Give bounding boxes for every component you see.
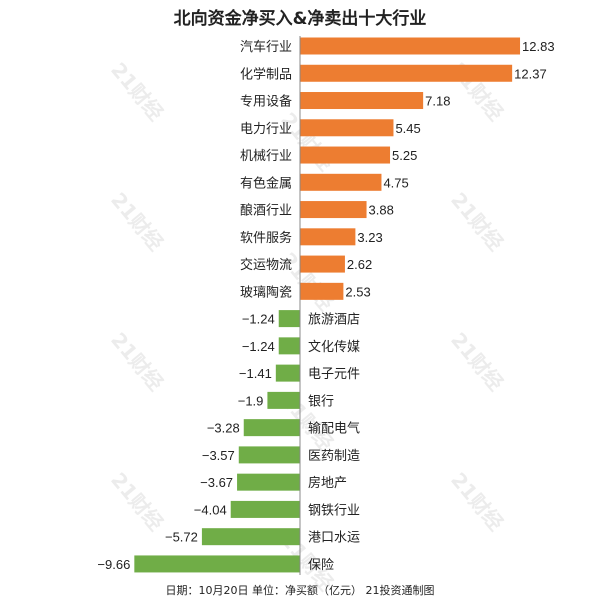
value-label: −1.9 bbox=[238, 393, 264, 408]
bar bbox=[300, 282, 344, 300]
value-label: 12.37 bbox=[514, 66, 547, 81]
category-label: 交运物流 bbox=[240, 257, 292, 273]
category-label: 港口水运 bbox=[308, 531, 360, 546]
value-label: −3.28 bbox=[207, 421, 240, 436]
category-label: 玻璃陶瓷 bbox=[240, 284, 292, 300]
bar bbox=[300, 37, 521, 55]
bar bbox=[278, 337, 300, 355]
value-label: −1.24 bbox=[242, 312, 275, 327]
value-label: −9.66 bbox=[97, 557, 130, 572]
category-label: 输配电气 bbox=[308, 421, 360, 437]
chart-footer: 日期：10月20日 单位：净买额（亿元） 21投资通制图 bbox=[165, 584, 435, 597]
value-label: 5.45 bbox=[395, 121, 420, 136]
value-label: 3.23 bbox=[357, 230, 382, 245]
category-label: 专用设备 bbox=[240, 94, 292, 110]
watermark: 21财经 bbox=[446, 468, 508, 535]
category-label: 有色金属 bbox=[240, 175, 292, 191]
bar bbox=[278, 310, 300, 328]
category-label: 银行 bbox=[308, 394, 334, 409]
bar bbox=[300, 255, 345, 273]
watermark: 21财经 bbox=[446, 188, 508, 255]
bar bbox=[300, 201, 367, 219]
bar bbox=[201, 528, 300, 546]
value-label: 12.83 bbox=[522, 39, 555, 54]
category-label: 化学制品 bbox=[240, 66, 292, 82]
chart-title: 北向资金净买入&净卖出十大行业 bbox=[173, 9, 427, 29]
value-label: −1.24 bbox=[242, 339, 275, 354]
value-label: −4.04 bbox=[194, 502, 227, 517]
category-label: 房地产 bbox=[308, 475, 347, 491]
category-label: 旅游酒店 bbox=[308, 313, 360, 328]
bar bbox=[267, 391, 300, 409]
value-label: 4.75 bbox=[383, 175, 408, 190]
value-label: −3.67 bbox=[200, 475, 233, 490]
category-label: 电子元件 bbox=[308, 367, 360, 382]
bar bbox=[275, 364, 300, 382]
value-label: −3.57 bbox=[202, 448, 235, 463]
bar bbox=[237, 473, 300, 491]
value-label: 2.53 bbox=[345, 284, 370, 299]
category-label: 医药制造 bbox=[308, 449, 360, 464]
category-label: 软件服务 bbox=[240, 230, 292, 246]
value-label: −5.72 bbox=[165, 530, 198, 545]
watermark: 21财经 bbox=[446, 328, 508, 395]
bar bbox=[300, 64, 513, 82]
bar bbox=[300, 173, 382, 191]
bar bbox=[238, 446, 300, 464]
value-label: 3.88 bbox=[369, 203, 394, 218]
category-label: 汽车行业 bbox=[240, 39, 292, 55]
watermark: 21财经 bbox=[106, 188, 168, 255]
value-label: 5.25 bbox=[392, 148, 417, 163]
category-label: 文化传媒 bbox=[308, 340, 360, 355]
bar bbox=[243, 419, 300, 437]
category-label: 电力行业 bbox=[240, 122, 292, 137]
value-label: 7.18 bbox=[425, 94, 450, 109]
bar bbox=[300, 228, 356, 246]
category-label: 保险 bbox=[308, 558, 334, 573]
bar bbox=[300, 92, 424, 110]
category-label: 酿酒行业 bbox=[240, 203, 292, 219]
bar bbox=[300, 146, 391, 164]
value-label: −1.41 bbox=[239, 366, 272, 381]
bar bbox=[230, 500, 300, 518]
value-label: 2.62 bbox=[347, 257, 372, 272]
category-label: 钢铁行业 bbox=[308, 503, 360, 518]
bar bbox=[134, 555, 300, 573]
watermark: 21财经 bbox=[106, 58, 168, 125]
category-label: 机械行业 bbox=[240, 149, 292, 164]
watermark: 21财经 bbox=[276, 108, 338, 175]
bar bbox=[300, 119, 394, 137]
watermark: 21财经 bbox=[106, 468, 168, 535]
watermark: 21财经 bbox=[106, 328, 168, 395]
